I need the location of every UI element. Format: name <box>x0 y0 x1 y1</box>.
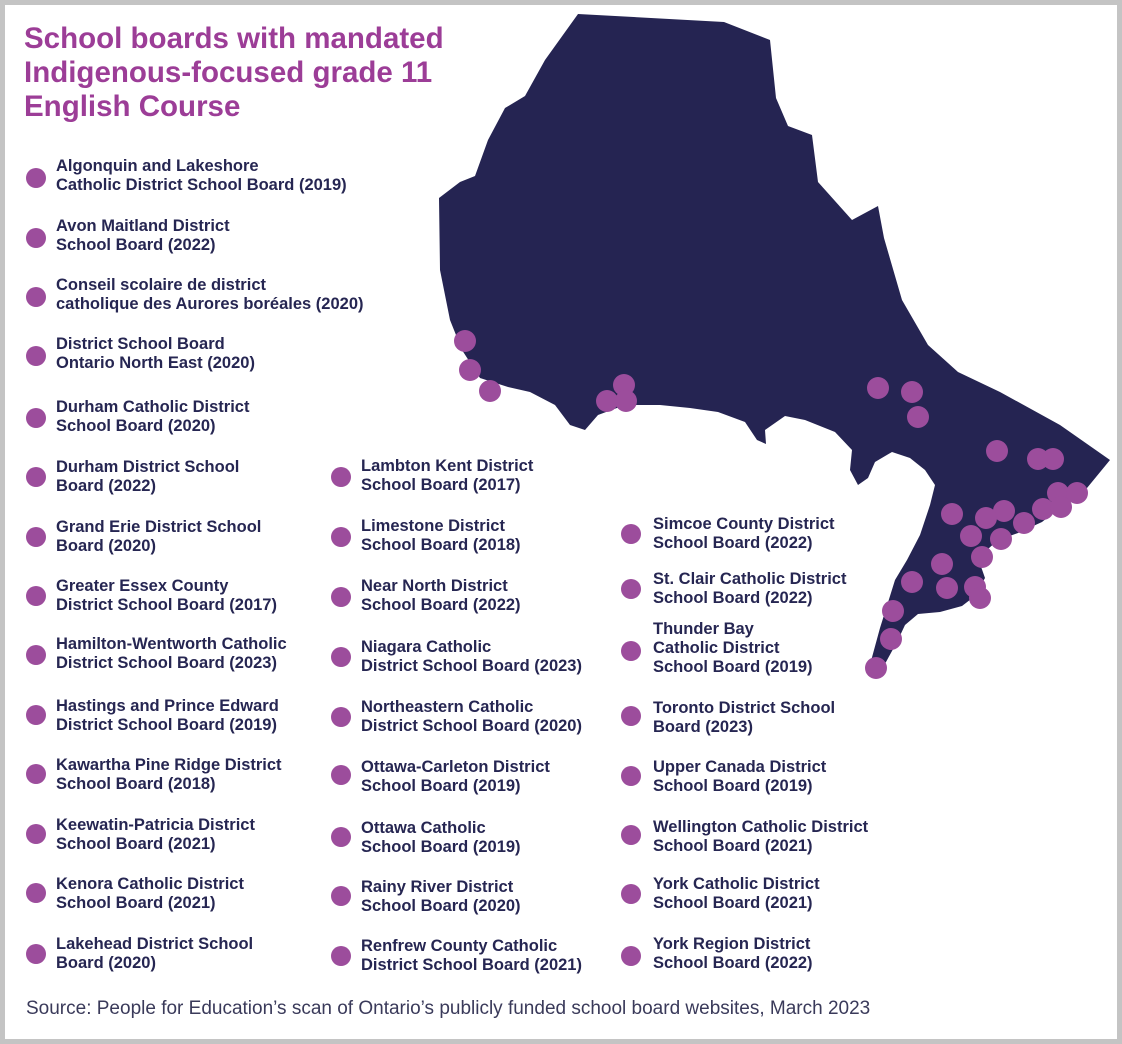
legend-label: Keewatin-Patricia District School Board (… <box>56 816 255 853</box>
legend-label: Conseil scolaire de district catholique d… <box>56 276 364 313</box>
legend-label: Renfrew County Catholic District School B… <box>361 937 582 974</box>
legend-marker <box>26 586 46 606</box>
legend-label: Durham Catholic District School Board (20… <box>56 398 250 435</box>
legend-marker <box>26 228 46 248</box>
map-marker <box>1050 496 1072 518</box>
map-marker <box>971 546 993 568</box>
map-marker <box>901 381 923 403</box>
map-marker <box>907 406 929 428</box>
legend-label: York Catholic District School Board (2021… <box>653 875 820 912</box>
legend-marker <box>26 824 46 844</box>
map-marker <box>993 500 1015 522</box>
legend-label: Grand Erie District School Board (2020) <box>56 518 262 555</box>
legend-marker <box>621 524 641 544</box>
map-marker <box>1066 482 1088 504</box>
title-line: English Course <box>24 90 241 123</box>
legend-marker <box>331 587 351 607</box>
legend-marker <box>26 944 46 964</box>
legend-marker <box>621 946 641 966</box>
legend-marker <box>331 765 351 785</box>
legend-marker <box>26 287 46 307</box>
legend-marker <box>26 168 46 188</box>
map-marker <box>936 577 958 599</box>
legend-marker <box>331 886 351 906</box>
legend-label: Lambton Kent District School Board (2017) <box>361 457 534 494</box>
title-line: School boards with mandated <box>24 22 444 55</box>
map-marker <box>990 528 1012 550</box>
legend-label: Ottawa Catholic School Board (2019) <box>361 819 521 856</box>
map-marker <box>941 503 963 525</box>
title-line: Indigenous-focused grade 11 <box>24 56 433 89</box>
legend-label: Toronto District School Board (2023) <box>653 699 836 736</box>
legend-label: Greater Essex County District School Boar… <box>56 577 277 614</box>
legend-label: Thunder Bay Catholic District School Board… <box>653 620 813 676</box>
infographic-title: School boards with mandated Indigenous-f… <box>24 22 524 124</box>
legend-marker <box>621 706 641 726</box>
legend-marker <box>26 705 46 725</box>
legend-marker <box>26 645 46 665</box>
legend-marker <box>621 825 641 845</box>
legend-label: Simcoe County District School Board (2022… <box>653 515 835 552</box>
map-marker <box>613 374 635 396</box>
legend-label: Hamilton-Wentworth Catholic District Scho… <box>56 635 287 672</box>
legend-label: York Region District School Board (2022) <box>653 935 813 972</box>
map-marker <box>901 571 923 593</box>
legend-marker <box>26 467 46 487</box>
legend-label: Rainy River District School Board (2020) <box>361 878 521 915</box>
map-marker <box>867 377 889 399</box>
legend-marker <box>331 647 351 667</box>
school-board-markers <box>454 330 1088 679</box>
legend-label: Hastings and Prince Edward District Schoo… <box>56 697 279 734</box>
map-marker <box>969 587 991 609</box>
legend-label: Lakehead District School Board (2020) <box>56 935 254 972</box>
legend-label: Durham District School Board (2022) <box>56 458 240 495</box>
legend-marker <box>26 527 46 547</box>
map-marker <box>986 440 1008 462</box>
map-marker <box>459 359 481 381</box>
legend-label: Wellington Catholic District School Board… <box>653 818 869 855</box>
legend-label: Niagara Catholic District School Board (2… <box>361 638 582 675</box>
legend-marker <box>26 346 46 366</box>
map-marker <box>882 600 904 622</box>
map-marker <box>454 330 476 352</box>
legend-marker <box>621 641 641 661</box>
legend-marker <box>331 827 351 847</box>
legend-label: Algonquin and Lakeshore Catholic District… <box>56 157 347 194</box>
map-marker <box>1042 448 1064 470</box>
map-marker <box>596 390 618 412</box>
legend-label: District School Board Ontario North East … <box>56 335 255 372</box>
legend-marker <box>621 579 641 599</box>
legend-label: Upper Canada District School Board (2019) <box>653 758 827 795</box>
legend-marker <box>26 764 46 784</box>
legend-label: Limestone District School Board (2018) <box>361 517 521 554</box>
map-marker <box>479 380 501 402</box>
legend-label: Ottawa-Carleton District School Board (20… <box>361 758 550 795</box>
legend-marker <box>331 527 351 547</box>
legend-marker <box>621 884 641 904</box>
map-marker <box>960 525 982 547</box>
map-marker <box>975 507 997 529</box>
legend-label: St. Clair Catholic District School Board … <box>653 570 847 607</box>
source-note: Source: People for Education’s scan of O… <box>26 998 871 1019</box>
legend-label: Northeastern Catholic District School Boa… <box>361 698 582 735</box>
legend-marker <box>331 946 351 966</box>
map-marker <box>931 553 953 575</box>
legend-label: Kawartha Pine Ridge District School Board… <box>56 756 282 793</box>
map-marker <box>1013 512 1035 534</box>
legend-marker <box>331 467 351 487</box>
legend-label: Near North District School Board (2022) <box>361 577 521 614</box>
map-marker <box>865 657 887 679</box>
map-marker <box>880 628 902 650</box>
legend-label: Avon Maitland District School Board (2022… <box>56 217 230 254</box>
legend-label: Kenora Catholic District School Board (20… <box>56 875 244 912</box>
map-marker <box>615 390 637 412</box>
legend-marker <box>621 766 641 786</box>
legend-marker <box>26 883 46 903</box>
legend-marker <box>331 707 351 727</box>
legend-marker <box>26 408 46 428</box>
map-marker <box>1032 498 1054 520</box>
